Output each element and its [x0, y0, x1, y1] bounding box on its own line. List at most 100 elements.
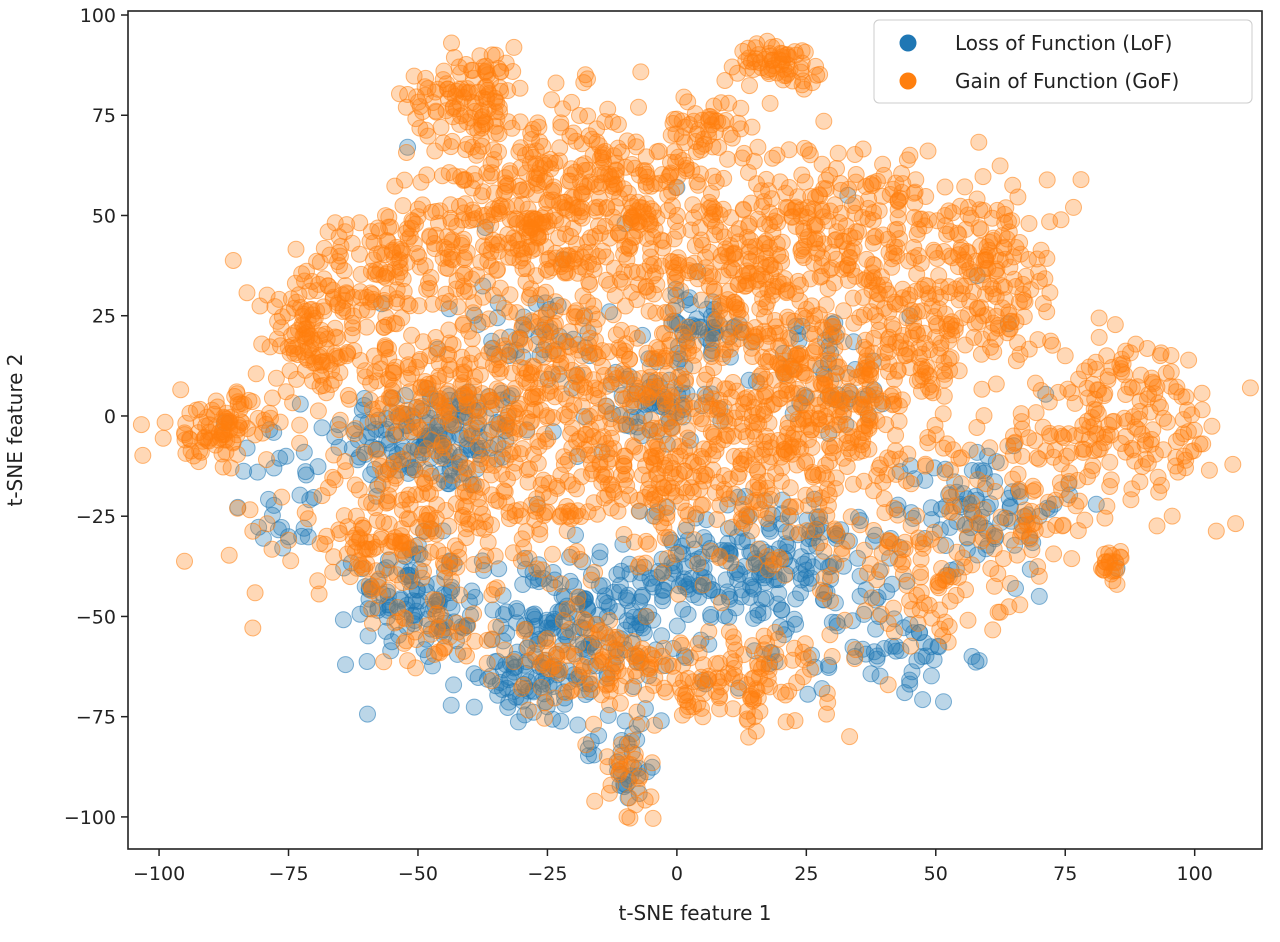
gof-point: [772, 448, 790, 466]
gof-point: [936, 178, 954, 196]
gof-point: [214, 458, 232, 476]
gof-point: [749, 481, 767, 499]
gof-point: [846, 146, 864, 163]
lof-point: [719, 583, 736, 601]
gof-point: [722, 554, 740, 572]
gof-point: [536, 709, 553, 727]
gof-point: [956, 178, 974, 196]
gof-point: [287, 240, 305, 258]
gof-point: [222, 408, 240, 426]
gof-point: [922, 382, 939, 400]
lof-point: [359, 705, 376, 723]
gof-point: [483, 672, 501, 690]
gof-point: [737, 272, 755, 290]
gof-point: [741, 77, 758, 95]
gof-point: [917, 365, 935, 382]
gof-point: [229, 445, 246, 463]
gof-point: [864, 234, 882, 252]
gof-point: [724, 700, 742, 718]
gof-point: [611, 341, 629, 359]
gof-point: [829, 144, 847, 162]
gof-point: [466, 172, 484, 190]
gof-point: [1065, 198, 1082, 216]
gof-point: [508, 330, 525, 348]
gof-point: [902, 475, 920, 493]
gof-point: [872, 561, 890, 579]
gof-point: [1137, 450, 1155, 468]
gof-point: [463, 138, 481, 156]
gof-point: [943, 313, 961, 331]
gof-point: [625, 533, 643, 551]
gof-point: [325, 446, 343, 464]
gof-point: [823, 648, 841, 665]
gof-point: [561, 323, 579, 341]
gof-point: [443, 34, 460, 52]
gof-point: [375, 653, 393, 671]
gof-point: [1090, 309, 1108, 327]
gof-point: [936, 464, 954, 482]
gof-point: [628, 222, 646, 239]
gof-point: [808, 390, 826, 407]
gof-point: [383, 382, 401, 399]
gof-point: [710, 138, 728, 156]
gof-point: [847, 194, 865, 212]
gof-point: [523, 131, 540, 148]
lof-point: [576, 590, 594, 608]
gof-point: [582, 420, 600, 438]
gof-point: [357, 533, 375, 551]
gof-point: [1063, 550, 1081, 568]
gof-point: [191, 400, 209, 418]
gof-point: [845, 314, 863, 332]
gof-point: [482, 167, 500, 185]
gof-point: [624, 633, 642, 650]
gof-point: [517, 260, 535, 278]
gof-point: [701, 210, 719, 228]
gof-point: [1028, 449, 1046, 467]
gof-point: [663, 197, 681, 215]
gof-point: [716, 380, 734, 398]
gof-point: [648, 143, 666, 161]
gof-point: [310, 275, 328, 293]
gof-point: [623, 325, 641, 343]
gof-point: [988, 267, 1006, 285]
gof-point: [438, 403, 456, 421]
gof-point: [1008, 546, 1026, 564]
gof-point: [486, 547, 504, 565]
gof-point: [176, 552, 193, 570]
gof-point: [868, 467, 886, 485]
gof-point: [1054, 517, 1071, 535]
lof-point: [1030, 587, 1048, 605]
gof-point: [603, 419, 621, 437]
gof-point: [419, 379, 437, 397]
gof-point: [418, 280, 436, 298]
gof-point: [713, 594, 730, 612]
gof-point: [585, 715, 603, 733]
gof-point: [435, 640, 453, 657]
lof-point: [334, 611, 352, 629]
lof-point: [622, 616, 640, 634]
lof-point: [498, 624, 516, 642]
lof-point: [903, 663, 921, 681]
gof-point: [593, 651, 611, 669]
x-tick-label: −50: [398, 863, 438, 885]
gof-point: [280, 531, 297, 549]
gof-point: [374, 463, 392, 481]
gof-point: [408, 358, 425, 376]
gof-point: [1108, 575, 1126, 593]
gof-point: [487, 491, 505, 509]
gof-point: [1224, 455, 1242, 473]
gof-point: [185, 447, 203, 465]
gof-point: [693, 111, 711, 129]
gof-point: [299, 312, 317, 330]
gof-point: [879, 676, 897, 694]
gof-point: [401, 496, 419, 514]
lof-point: [313, 419, 331, 437]
gof-point: [343, 326, 361, 344]
gof-point: [535, 348, 553, 366]
gof-point: [456, 282, 473, 300]
gof-point: [405, 67, 423, 85]
gof-point: [836, 611, 854, 629]
gof-point: [798, 522, 816, 540]
lof-point: [605, 583, 623, 601]
gof-point: [732, 455, 750, 473]
